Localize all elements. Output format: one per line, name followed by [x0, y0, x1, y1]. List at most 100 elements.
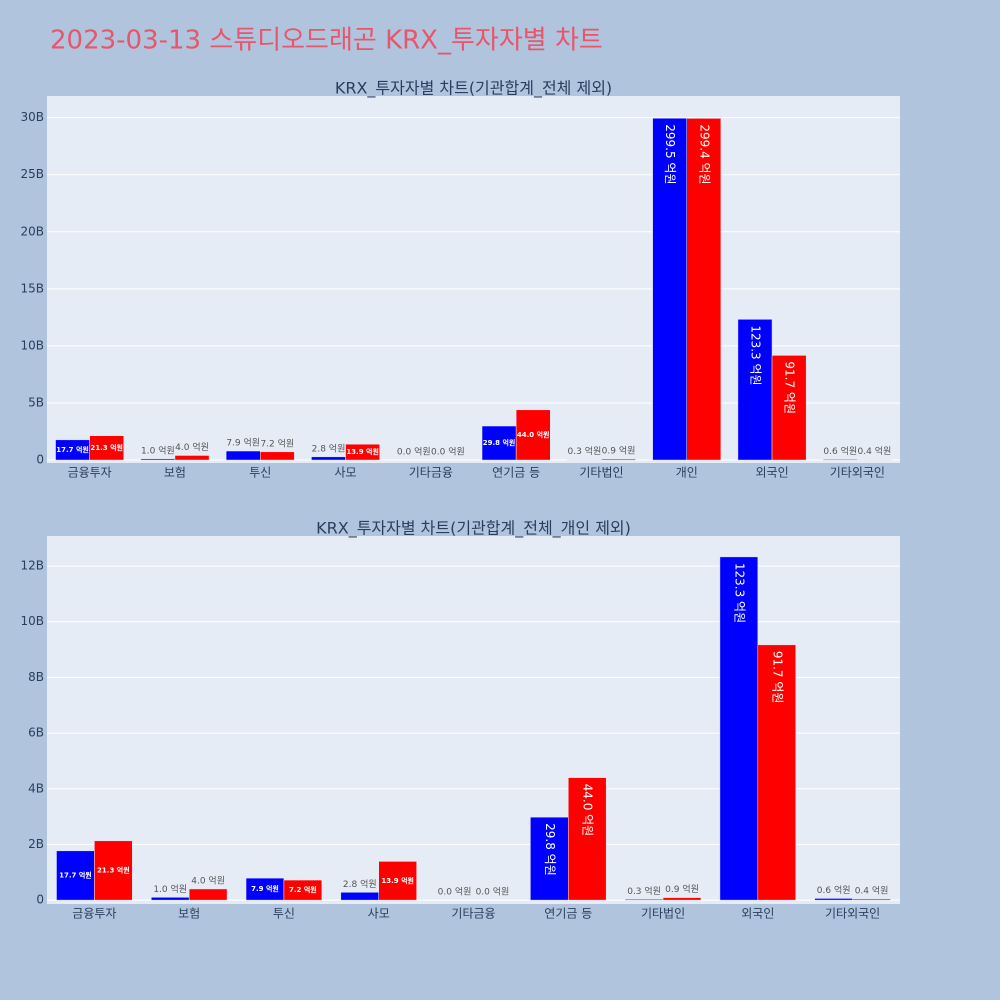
- x-tick-label: 투신: [249, 466, 271, 480]
- bar: [814, 898, 853, 901]
- bar: [89, 435, 125, 461]
- y-tick-label: 4B: [28, 781, 44, 795]
- value-label: 0.3 억원: [568, 445, 602, 457]
- x-tick-label: 기타금융: [451, 907, 495, 921]
- value-label: 7.2 억원: [260, 437, 294, 449]
- page-title: 2023-03-13 스튜디오드래곤 KRX_투자자별 차트: [50, 26, 603, 56]
- value-label: 2.8 억원: [343, 878, 377, 890]
- value-label: 4.0 억원: [175, 441, 209, 453]
- value-label: 1.0 억원: [153, 883, 187, 895]
- value-label: 17.7 억원: [59, 870, 92, 879]
- bar: [56, 850, 95, 901]
- value-label: 7.9 억원: [251, 884, 279, 893]
- value-label: 29.8 억원: [483, 438, 516, 447]
- x-tick-label: 보험: [178, 907, 200, 921]
- value-label: 0.6 억원: [817, 884, 851, 896]
- value-label: 0.0 억원: [397, 446, 431, 458]
- y-tick-label: 0: [36, 453, 44, 467]
- value-label: 0.0 억원: [476, 886, 510, 898]
- bar: [481, 425, 517, 461]
- bar: [188, 888, 228, 901]
- bar: [757, 644, 796, 901]
- bar: [311, 456, 346, 461]
- value-label: 44.0 억원: [517, 430, 550, 439]
- value-label: 1.0 억원: [141, 444, 175, 456]
- x-tick-label: 외국인: [741, 907, 774, 921]
- bar: [260, 451, 295, 461]
- bar: [225, 450, 261, 461]
- value-label: 299.4 억원: [697, 124, 711, 184]
- bar: [94, 840, 133, 901]
- bar: [345, 443, 380, 461]
- bar: [378, 861, 417, 901]
- x-tick-label: 기타법인: [579, 466, 623, 480]
- chart-title: KRX_투자자별 차트(기관합계_전체 제외): [335, 79, 612, 99]
- value-label: 21.3 억원: [97, 865, 130, 874]
- bar: [515, 409, 551, 461]
- bar: [822, 459, 858, 461]
- chart-title: KRX_투자자별 차트(기관합계_전체_개인 제외): [316, 519, 631, 539]
- value-label: 0.6 억원: [823, 445, 857, 457]
- x-tick-label: 기타외국인: [830, 466, 885, 480]
- bar: [686, 118, 722, 461]
- y-tick-label: 25B: [20, 167, 44, 181]
- bar: [174, 455, 210, 461]
- bar: [568, 777, 607, 901]
- bar: [283, 879, 323, 901]
- bar: [852, 898, 891, 901]
- value-label: 7.9 억원: [226, 437, 260, 449]
- x-tick-label: 금융투자: [72, 907, 116, 921]
- value-label: 0.0 억원: [431, 446, 465, 458]
- value-label: 44.0 억원: [581, 784, 595, 837]
- x-tick-label: 외국인: [755, 466, 788, 480]
- bar: [530, 816, 569, 901]
- x-tick-label: 사모: [335, 466, 357, 480]
- bar: [140, 458, 176, 461]
- bar: [340, 892, 379, 901]
- value-label: 0.4 억원: [855, 884, 889, 896]
- y-tick-label: 8B: [28, 670, 44, 684]
- value-label: 123.3 억원: [732, 563, 746, 623]
- y-tick-label: 10B: [20, 614, 44, 628]
- value-label: 0.4 억원: [858, 445, 892, 457]
- value-label: 17.7 억원: [56, 445, 89, 454]
- y-tick-label: 0: [36, 893, 44, 907]
- y-tick-label: 10B: [20, 338, 44, 352]
- value-label: 123.3 억원: [748, 325, 762, 385]
- value-label: 21.3 억원: [90, 443, 123, 452]
- value-label: 0.3 억원: [627, 885, 661, 897]
- y-tick-label: 15B: [20, 281, 44, 295]
- y-tick-label: 30B: [20, 110, 44, 124]
- x-tick-label: 기타외국인: [825, 907, 880, 921]
- x-tick-label: 금융투자: [68, 466, 112, 480]
- bar: [151, 897, 190, 901]
- x-tick-label: 연기금 등: [492, 466, 540, 480]
- bar: [624, 899, 664, 901]
- value-label: 4.0 억원: [191, 874, 225, 886]
- y-tick-label: 20B: [20, 224, 44, 238]
- bar: [662, 897, 702, 901]
- bar: [771, 355, 807, 461]
- bar: [601, 458, 636, 461]
- x-tick-label: 기타금융: [409, 466, 453, 480]
- value-label: 7.2 억원: [289, 885, 317, 894]
- bar: [737, 319, 773, 461]
- x-tick-label: 보험: [164, 466, 186, 480]
- value-label: 0.9 억원: [602, 445, 636, 457]
- x-tick-label: 개인: [676, 466, 698, 480]
- value-label: 29.8 억원: [543, 823, 557, 876]
- x-tick-label: 사모: [368, 907, 390, 921]
- value-label: 13.9 억원: [346, 447, 379, 456]
- value-label: 299.5 억원: [663, 124, 677, 184]
- x-tick-label: 투신: [273, 907, 295, 921]
- bar: [719, 556, 759, 901]
- x-tick-label: 기타법인: [641, 907, 685, 921]
- value-label: 13.9 억원: [381, 876, 414, 885]
- y-tick-label: 5B: [28, 395, 44, 409]
- value-label: 0.9 억원: [665, 883, 699, 895]
- value-label: 91.7 억원: [783, 361, 797, 414]
- bar: [652, 118, 688, 461]
- value-label: 0.0 억원: [438, 886, 472, 898]
- value-label: 91.7 억원: [770, 651, 784, 704]
